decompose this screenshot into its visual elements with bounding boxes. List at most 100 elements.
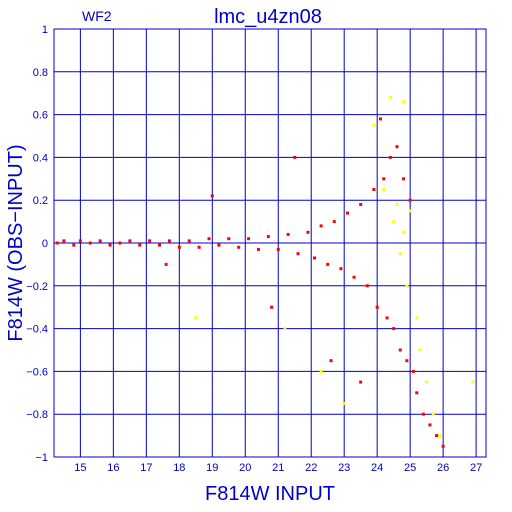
y-axis-label: F814W (OBS−INPUT) [5, 144, 27, 341]
data-point [177, 245, 181, 249]
data-point [398, 348, 402, 352]
data-point [293, 155, 297, 159]
grid-lines [54, 28, 486, 458]
data-point [395, 145, 399, 149]
data-point [270, 305, 274, 309]
data-point [88, 241, 92, 245]
data-point [329, 359, 333, 363]
data-point [276, 247, 280, 251]
data-point [388, 155, 392, 159]
data-point [167, 239, 171, 243]
y-tick-label: 0.4 [33, 152, 48, 164]
data-point [359, 380, 363, 384]
data-point [197, 245, 201, 249]
x-tick-label: 25 [404, 462, 416, 474]
x-tick-label: 15 [74, 462, 86, 474]
data-point [408, 209, 412, 213]
data-point [421, 412, 425, 416]
x-tick-label: 20 [239, 462, 251, 474]
data-point [138, 243, 142, 247]
data-point [339, 267, 343, 271]
data-point [405, 284, 409, 288]
data-point [382, 177, 386, 181]
data-point [266, 235, 270, 239]
data-point [98, 239, 102, 243]
x-tick-label: 27 [470, 462, 482, 474]
data-point [359, 202, 363, 206]
data-point [425, 380, 429, 384]
data-point [148, 239, 152, 243]
y-tick-label: 0.8 [33, 67, 48, 79]
data-point [375, 305, 379, 309]
data-point [217, 243, 221, 247]
data-point [398, 252, 402, 256]
y-tick-label: −1 [35, 452, 48, 464]
data-point [365, 284, 369, 288]
data-point [306, 230, 310, 234]
x-tick-label: 16 [107, 462, 119, 474]
data-point [62, 239, 66, 243]
x-tick-label: 19 [206, 462, 218, 474]
data-point [402, 230, 406, 234]
data-point [247, 237, 251, 241]
data-point [372, 123, 376, 127]
data-point [158, 243, 162, 247]
chart-subtitle: WF2 [82, 8, 112, 24]
data-point [395, 202, 399, 206]
plot-frame [53, 28, 487, 458]
data-point [382, 188, 386, 191]
data-point [227, 237, 231, 241]
x-tick-labels: 15 16 17 18 19 20 21 22 23 24 25 26 27 [74, 462, 482, 474]
data-point [326, 262, 330, 266]
y-tick-label: −0.8 [26, 409, 48, 421]
y-tick-label: −0.4 [26, 324, 48, 336]
x-tick-label: 17 [140, 462, 152, 474]
data-point [237, 245, 241, 249]
data-point [471, 380, 475, 384]
data-point [388, 95, 392, 99]
data-point [418, 348, 422, 352]
data-point [342, 402, 346, 405]
data-point [313, 256, 317, 260]
data-point [392, 327, 396, 331]
data-point [207, 237, 211, 241]
data-point [256, 247, 260, 251]
x-tick-label: 18 [173, 462, 185, 474]
data-point [372, 188, 376, 191]
data-point [428, 423, 432, 427]
y-tick-label: −0.6 [26, 366, 48, 378]
y-tick-label: 0.2 [33, 195, 48, 207]
data-point [385, 316, 389, 320]
data-point [378, 117, 382, 121]
data-point [402, 177, 406, 181]
y-tick-labels: 1 0.8 0.6 0.4 0.2 0 −0.2 −0.4 −0.6 −0.8 −1 [26, 24, 48, 464]
data-point [319, 369, 323, 373]
y-tick-label: 0 [42, 238, 48, 250]
data-point [210, 194, 214, 198]
y-tick-label: 1 [42, 24, 48, 36]
data-point [408, 198, 412, 202]
data-point [352, 275, 356, 279]
data-point [411, 369, 415, 373]
data-point [164, 262, 168, 266]
data-point [286, 232, 290, 236]
data-point [78, 239, 82, 243]
data-point [187, 239, 191, 243]
y-tick-label: 0.6 [33, 110, 48, 122]
data-point [72, 243, 76, 247]
data-point [345, 211, 349, 215]
data-point [392, 220, 396, 224]
data-point [415, 391, 419, 395]
chart-title: lmc_u4zn08 [214, 6, 322, 28]
data-point [55, 241, 59, 245]
data-point [438, 434, 442, 438]
x-tick-label: 21 [272, 462, 284, 474]
data-point [319, 224, 323, 228]
x-tick-label: 26 [437, 462, 449, 474]
data-point [108, 243, 112, 247]
data-point [415, 316, 419, 320]
data-point [296, 252, 300, 256]
data-point [405, 359, 409, 363]
